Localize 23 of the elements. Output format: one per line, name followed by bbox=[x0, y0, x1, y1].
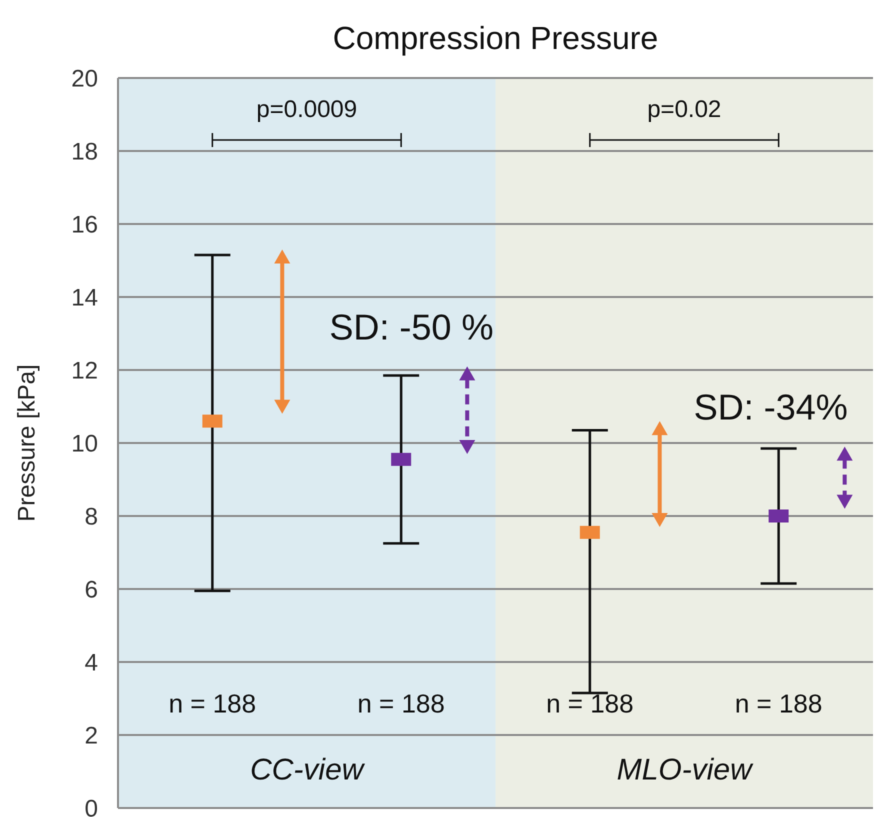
chart-title: Compression Pressure bbox=[332, 20, 660, 57]
y-tick-label: 0 bbox=[84, 796, 98, 817]
y-tick-label: 6 bbox=[84, 576, 98, 604]
y-tick-label: 4 bbox=[84, 650, 98, 677]
annotation: MLO-view bbox=[616, 753, 754, 786]
y-tick-label: 16 bbox=[71, 212, 98, 239]
annotation: n = 188 bbox=[357, 688, 445, 719]
annotation: p=0.02 bbox=[647, 96, 722, 124]
y-tick-label: 10 bbox=[71, 430, 98, 458]
y-tick-label: 2 bbox=[84, 722, 98, 750]
y-tick-label: 14 bbox=[71, 284, 98, 312]
annotation: n = 188 bbox=[546, 688, 634, 719]
y-axis-title: Pressure [kPa] bbox=[14, 364, 41, 522]
annotation: p=0.0009 bbox=[256, 96, 358, 124]
y-tick-label: 18 bbox=[71, 138, 98, 166]
annotation: CC-view bbox=[250, 753, 366, 786]
y-tick-label: 8 bbox=[84, 504, 98, 531]
annotation: n = 188 bbox=[168, 688, 256, 719]
annotation: SD: -50 % bbox=[329, 306, 494, 348]
annotation: n = 188 bbox=[734, 688, 822, 719]
y-tick-label: 20 bbox=[71, 66, 98, 93]
annotation: SD: -34% bbox=[694, 386, 848, 428]
y-tick-label: 12 bbox=[71, 358, 98, 385]
